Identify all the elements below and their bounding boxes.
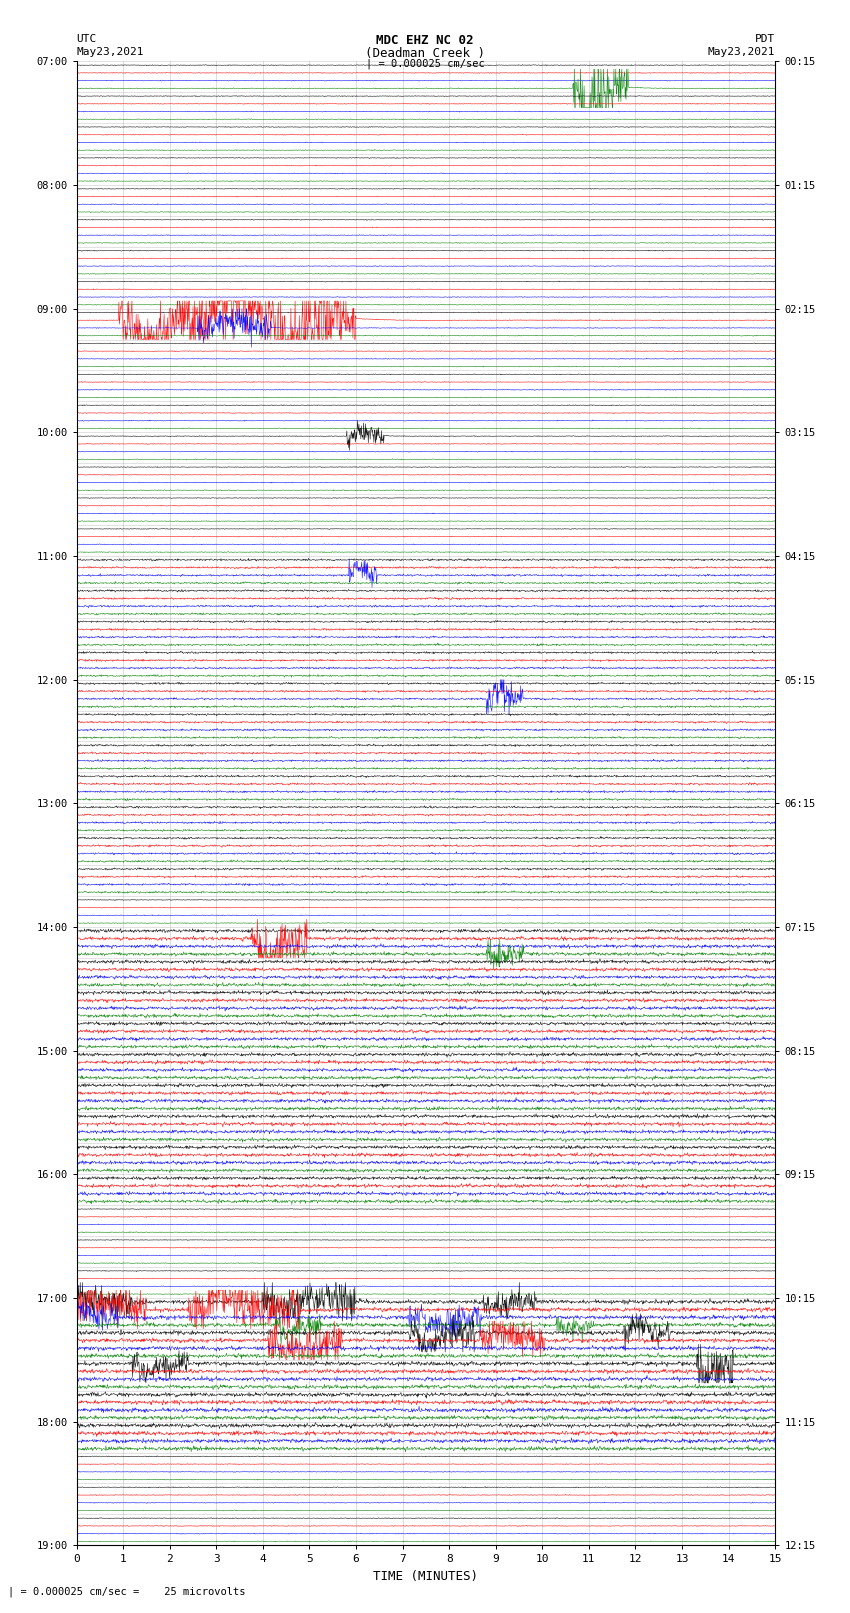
Text: UTC: UTC	[76, 34, 97, 44]
Text: (Deadman Creek ): (Deadman Creek )	[365, 47, 485, 60]
Text: May23,2021: May23,2021	[76, 47, 144, 56]
Text: MDC EHZ NC 02: MDC EHZ NC 02	[377, 34, 473, 47]
Text: | = 0.000025 cm/sec: | = 0.000025 cm/sec	[366, 58, 484, 69]
Text: PDT: PDT	[755, 34, 775, 44]
Text: | = 0.000025 cm/sec =    25 microvolts: | = 0.000025 cm/sec = 25 microvolts	[8, 1586, 246, 1597]
Text: May23,2021: May23,2021	[708, 47, 775, 56]
X-axis label: TIME (MINUTES): TIME (MINUTES)	[373, 1569, 479, 1582]
